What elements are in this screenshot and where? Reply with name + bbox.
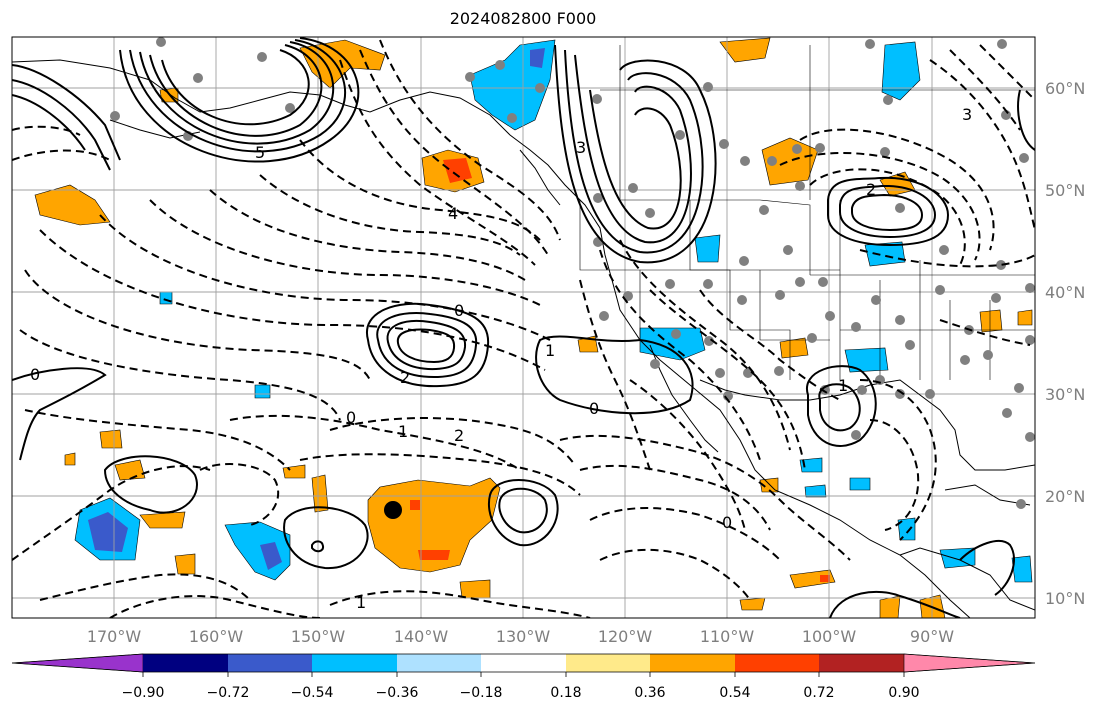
state-borders [579, 45, 1035, 380]
contour-label: 2 [400, 368, 410, 387]
colorbar-segment [11, 653, 144, 673]
contour-label: 0 [589, 399, 599, 418]
colorbar-tick-label: 0.54 [719, 685, 750, 701]
lat-label: 30°N [1045, 385, 1085, 404]
strong-negative-shading [88, 48, 545, 570]
colorbar-segment [228, 654, 312, 672]
lon-label: 100°W [802, 627, 857, 646]
contour-label: 1 [398, 422, 408, 441]
positive-contours [12, 37, 1035, 618]
contour-label: 1 [838, 376, 848, 395]
colorbar-segment [903, 653, 1036, 673]
strong-positive-shading [410, 158, 830, 582]
map-title: 2024082800 F000 [449, 9, 597, 28]
colorbar-tick-label: −0.36 [376, 685, 419, 701]
lat-label: 40°N [1045, 283, 1085, 302]
contour-label: 2 [454, 426, 464, 445]
lat-label: 20°N [1045, 487, 1085, 506]
lat-label: 60°N [1045, 79, 1085, 98]
lon-label: 120°W [598, 627, 653, 646]
contour-label: 1 [356, 593, 366, 612]
colorbar-segment [819, 654, 904, 672]
longitude-labels: 170°W 160°W 150°W 140°W 130°W 120°W 110°… [87, 627, 954, 646]
lon-label: 90°W [910, 627, 954, 646]
colorbar-segment [566, 654, 650, 672]
colorbar-tick-label: 0.36 [634, 685, 665, 701]
lon-label: 140°W [394, 627, 449, 646]
contour-labels: 4 3 2 1 0 0 0 0 0 1 1 1 2 2 3 5 [30, 105, 972, 612]
lon-label: 110°W [700, 627, 755, 646]
negative-contours [12, 39, 1035, 618]
colorbar-tick-label: 0.90 [888, 685, 919, 701]
latitude-labels: 60°N 50°N 40°N 30°N 20°N 10°N [1045, 79, 1085, 608]
colorbar-segment [735, 654, 819, 672]
point-marker [384, 501, 402, 519]
colorbar-tick-labels: −0.90 −0.72 −0.54 −0.36 −0.18 0.18 0.36 … [122, 685, 920, 701]
colorbar: −0.90 −0.72 −0.54 −0.36 −0.18 0.18 0.36 … [11, 653, 1036, 701]
colorbar-tick-label: 0.72 [803, 685, 834, 701]
map-panel: 4 3 2 1 0 0 0 0 0 1 1 1 2 2 3 5 [12, 37, 1035, 618]
lat-label: 50°N [1045, 181, 1085, 200]
lon-label: 160°W [189, 627, 244, 646]
colorbar-tick-label: −0.72 [207, 685, 250, 701]
contour-label: 2 [866, 180, 876, 199]
colorbar-segment [650, 654, 735, 672]
contour-label: 3 [962, 105, 972, 124]
contour-label: 1 [545, 341, 555, 360]
colorbar-tick-label: −0.18 [460, 685, 503, 701]
colorbar-segment [143, 654, 228, 672]
colorbar-segment [312, 654, 397, 672]
contour-label: 0 [454, 301, 464, 320]
colorbar-segment [481, 654, 566, 672]
lon-label: 150°W [291, 627, 346, 646]
contour-label: 4 [448, 204, 458, 223]
contour-label: 0 [722, 513, 732, 532]
colorbar-tick-label: −0.54 [291, 685, 334, 701]
lon-label: 170°W [87, 627, 142, 646]
colorbar-tick-label: −0.90 [122, 685, 165, 701]
map-frame [11, 36, 1036, 619]
contour-label: 0 [30, 365, 40, 384]
colorbar-ticks [142, 672, 905, 677]
colorbar-segment [397, 654, 481, 672]
lon-label: 130°W [496, 627, 551, 646]
contour-label: 0 [346, 408, 356, 427]
colorbar-tick-label: 0.18 [550, 685, 581, 701]
contour-label: 5 [255, 143, 265, 162]
contour-label: 3 [576, 138, 586, 157]
lat-label: 10°N [1045, 589, 1085, 608]
shaded-anomalies [34, 37, 1033, 618]
